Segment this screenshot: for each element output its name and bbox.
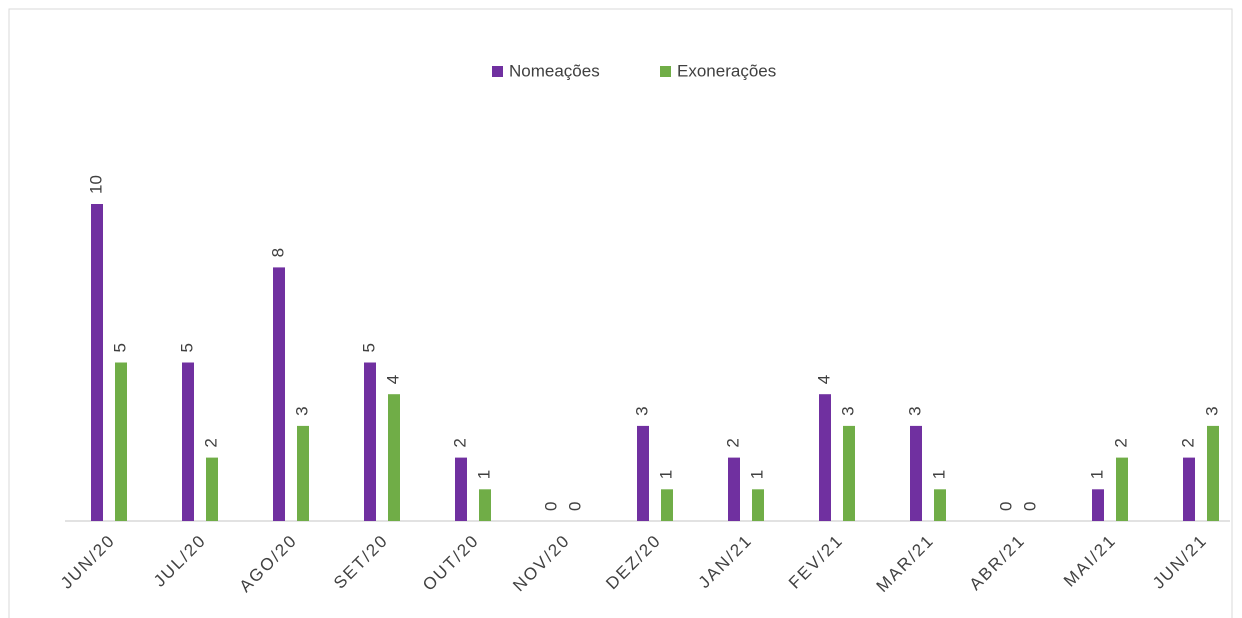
bar — [455, 457, 467, 521]
x-tick-label: JUL/20 — [150, 531, 210, 591]
bar — [115, 362, 127, 521]
bar — [91, 204, 103, 521]
bar — [728, 457, 740, 521]
value-label: 2 — [1178, 438, 1197, 447]
value-label: 0 — [541, 502, 560, 511]
chart-frame — [8, 8, 1233, 618]
value-label: 3 — [632, 406, 651, 415]
value-label: 5 — [177, 343, 196, 352]
value-label: 1 — [474, 470, 493, 479]
legend-label: Nomeações — [509, 61, 600, 80]
bar — [1207, 425, 1219, 521]
x-tick-label: OUT/20 — [419, 531, 483, 595]
legend-label: Exonerações — [677, 61, 776, 80]
value-label: 0 — [1020, 502, 1039, 511]
value-label: 1 — [747, 470, 766, 479]
x-tick-label: JUN/21 — [1149, 531, 1211, 593]
bar — [1092, 489, 1104, 521]
bar — [934, 489, 946, 521]
value-label: 4 — [383, 375, 402, 384]
x-tick-label: ABR/21 — [966, 531, 1029, 594]
value-label: 3 — [838, 406, 857, 415]
x-tick-label: SET/20 — [330, 531, 392, 593]
x-tick-label: AGO/20 — [236, 531, 301, 596]
x-tick-label: MAI/21 — [1060, 531, 1120, 591]
bar — [297, 425, 309, 521]
value-label: 2 — [723, 438, 742, 447]
value-label: 2 — [201, 438, 220, 447]
value-label: 3 — [905, 406, 924, 415]
bar — [1183, 457, 1195, 521]
x-tick-label: DEZ/20 — [602, 531, 665, 594]
bar — [206, 457, 218, 521]
value-label: 0 — [996, 502, 1015, 511]
legend-swatch — [660, 66, 671, 77]
x-tick-label: MAR/21 — [873, 531, 938, 596]
value-label: 0 — [565, 502, 584, 511]
x-tick-label: FEV/21 — [785, 531, 847, 593]
value-label: 2 — [450, 438, 469, 447]
x-tick-label: JAN/21 — [695, 531, 756, 592]
bar — [661, 489, 673, 521]
bar — [388, 394, 400, 521]
value-label: 10 — [86, 175, 105, 194]
bar — [479, 489, 491, 521]
bar — [182, 362, 194, 521]
value-label: 5 — [359, 343, 378, 352]
bar — [910, 425, 922, 521]
value-label: 5 — [110, 343, 129, 352]
value-label: 8 — [268, 248, 287, 257]
x-tick-label: JUN/20 — [57, 531, 119, 593]
bar — [752, 489, 764, 521]
value-label: 1 — [656, 470, 675, 479]
value-label: 1 — [929, 470, 948, 479]
x-tick-label: NOV/20 — [509, 531, 574, 596]
bar — [1116, 457, 1128, 521]
value-label: 1 — [1087, 470, 1106, 479]
bar — [637, 425, 649, 521]
bar — [273, 267, 285, 521]
value-label: 3 — [1202, 406, 1221, 415]
bar — [364, 362, 376, 521]
bar — [819, 394, 831, 521]
value-label: 2 — [1111, 438, 1130, 447]
value-label: 4 — [814, 375, 833, 384]
legend-swatch — [492, 66, 503, 77]
bar — [843, 425, 855, 521]
value-label: 3 — [292, 406, 311, 415]
